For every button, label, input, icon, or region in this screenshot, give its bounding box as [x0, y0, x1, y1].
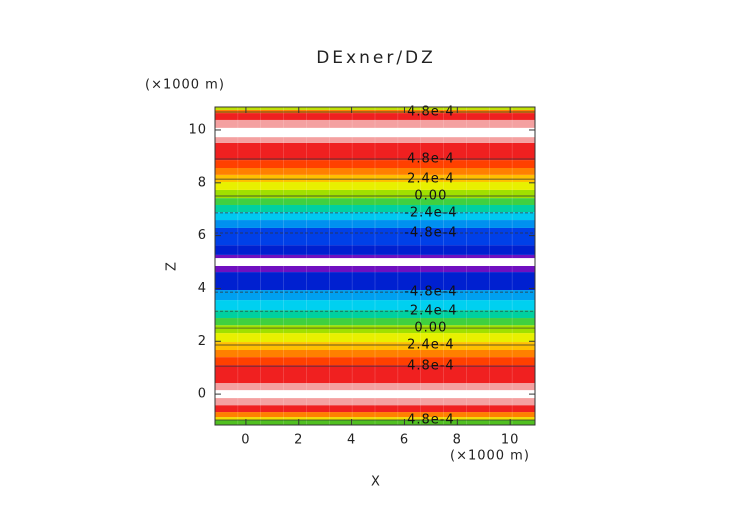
contour-label: 2.4e-4	[407, 172, 455, 187]
band	[215, 220, 535, 228]
contour-label: -4.8e-4	[404, 225, 457, 240]
band	[215, 182, 535, 190]
band	[215, 168, 535, 175]
contour-label: 4.8e-4	[407, 152, 455, 167]
band	[215, 212, 535, 221]
band	[215, 325, 535, 334]
y-tick-label: 2	[198, 334, 207, 349]
x-tick-label: 8	[453, 433, 462, 448]
band	[215, 204, 535, 213]
band	[215, 160, 535, 169]
x-tick-label: 0	[241, 433, 250, 448]
x-axis-label: X	[371, 475, 381, 490]
contour-label: 0.00	[414, 321, 447, 336]
band	[215, 383, 535, 391]
x-tick-label: 4	[347, 433, 356, 448]
band	[215, 107, 535, 110]
band	[215, 333, 535, 343]
band	[215, 142, 535, 161]
band	[215, 109, 535, 114]
x-unit: (×1000 m)	[450, 449, 530, 464]
contour-label: -2.4e-4	[404, 205, 457, 220]
band	[215, 127, 535, 138]
x-tick-label: 6	[400, 433, 409, 448]
contour-label: 2.4e-4	[407, 337, 455, 352]
y-axis-label: Z	[165, 261, 180, 271]
y-tick-label: 10	[188, 122, 207, 137]
contour-label: 4.8e-4	[407, 105, 455, 120]
band	[215, 349, 535, 358]
y-tick-label: 4	[198, 281, 207, 296]
band	[215, 254, 535, 259]
band	[215, 137, 535, 143]
band	[215, 419, 535, 425]
x-tick-label: 2	[294, 433, 303, 448]
y-tick-label: 0	[198, 387, 207, 402]
band	[215, 227, 535, 246]
chart-title: DExner/DZ	[316, 48, 436, 68]
band	[215, 390, 535, 399]
contour-label: 0.00	[414, 189, 447, 204]
contour-label: -4.8e-4	[404, 285, 457, 300]
band	[215, 365, 535, 384]
y-tick-label: 8	[198, 175, 207, 190]
band	[215, 412, 535, 418]
contour-label: 4.8e-4	[407, 359, 455, 374]
band	[215, 113, 535, 120]
band	[215, 272, 535, 291]
band	[215, 174, 535, 183]
plot-frame	[214, 106, 536, 426]
band	[215, 405, 535, 413]
x-tick-label: 10	[501, 433, 520, 448]
y-unit: (×1000 m)	[145, 78, 225, 93]
band	[215, 300, 535, 311]
band	[215, 258, 535, 266]
band	[215, 342, 535, 350]
band	[215, 310, 535, 319]
band	[215, 417, 535, 420]
y-tick-label: 6	[198, 228, 207, 243]
contour-label: -2.4e-4	[404, 304, 457, 319]
band	[215, 290, 535, 301]
band	[215, 245, 535, 255]
contour-label: 4.8e-4	[407, 412, 455, 427]
band	[215, 318, 535, 326]
band	[215, 266, 535, 273]
band	[215, 198, 535, 205]
band	[215, 119, 535, 128]
band	[215, 398, 535, 406]
band	[215, 189, 535, 199]
band	[215, 357, 535, 366]
